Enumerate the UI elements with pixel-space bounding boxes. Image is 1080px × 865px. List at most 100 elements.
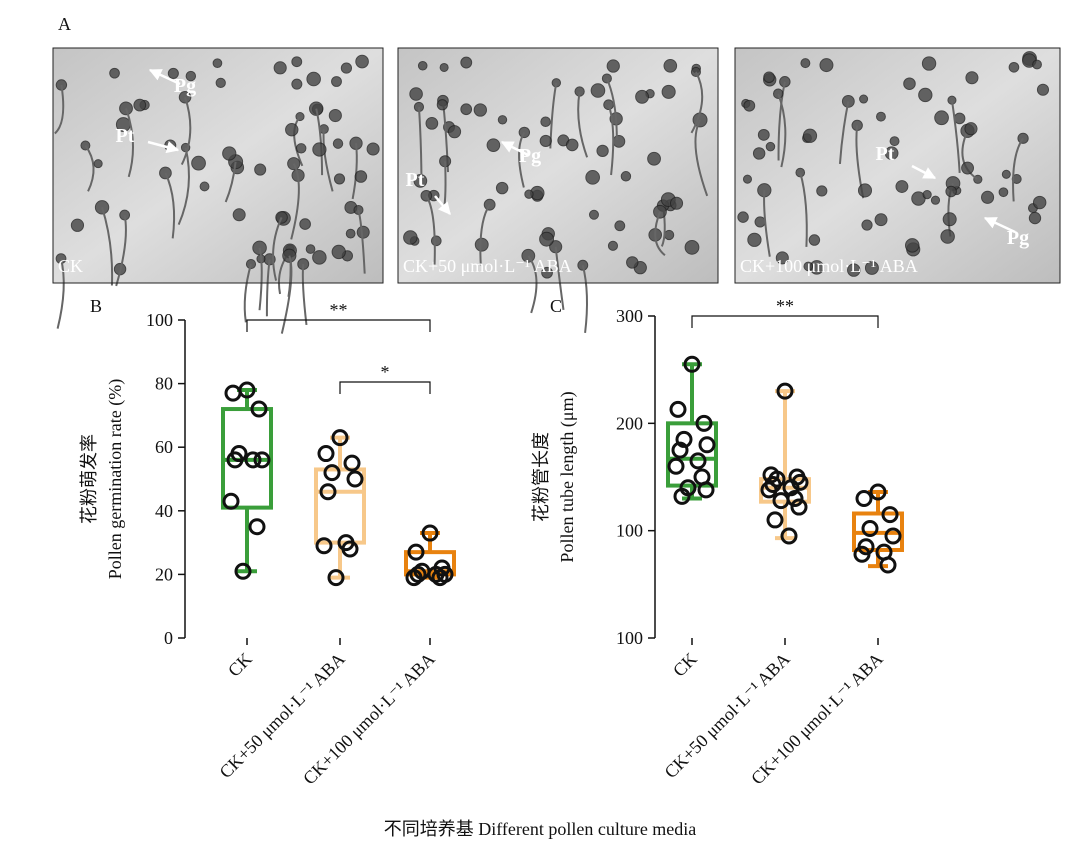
data-point bbox=[222, 492, 240, 510]
pollen-grain bbox=[524, 189, 534, 199]
pollen-grain bbox=[409, 87, 423, 101]
significance-bracket bbox=[691, 315, 879, 328]
pollen-grain bbox=[747, 232, 762, 247]
data-point bbox=[790, 498, 808, 516]
pollen-grain bbox=[895, 180, 909, 193]
data-point bbox=[772, 492, 790, 510]
arrow bbox=[983, 216, 1016, 234]
pollen-grain bbox=[273, 61, 287, 75]
pollen-grain bbox=[661, 84, 676, 99]
data-point bbox=[327, 569, 345, 587]
pollen-grain bbox=[1032, 195, 1047, 210]
data-point bbox=[698, 436, 716, 454]
data-point bbox=[431, 569, 449, 587]
pollen-grain bbox=[430, 235, 442, 247]
pollen-grain bbox=[222, 146, 237, 161]
pollen-grain bbox=[133, 98, 147, 112]
y-tick-label: 80 bbox=[155, 374, 173, 394]
pollen-tube bbox=[280, 255, 293, 334]
pollen-grain bbox=[742, 174, 752, 184]
pollen-tube bbox=[322, 128, 334, 192]
data-point bbox=[224, 384, 242, 402]
pollen-grain bbox=[889, 136, 900, 147]
pollen-tube bbox=[605, 78, 618, 141]
y-axis-title: Pollen tube length (μm) bbox=[557, 391, 578, 562]
data-point bbox=[315, 537, 333, 555]
y-axis-title: 花粉管长度 bbox=[531, 432, 551, 522]
significance-bracket bbox=[246, 319, 431, 332]
pollen-grain bbox=[737, 211, 749, 223]
pollen-grain bbox=[596, 144, 609, 157]
significance-bracket bbox=[339, 381, 431, 394]
pollen-grain bbox=[185, 70, 197, 82]
pollen-grain bbox=[965, 71, 979, 85]
pollen-grain bbox=[539, 134, 552, 148]
micrograph: CK+100 μmol·L⁻¹ ABA Pt Pg bbox=[734, 47, 1061, 284]
pollen-grain bbox=[417, 60, 428, 71]
pollen-grain bbox=[921, 56, 937, 71]
pollen-grain bbox=[752, 147, 766, 160]
pollen-grain bbox=[254, 163, 267, 176]
y-axis-title: Pollen germination rate (%) bbox=[105, 379, 126, 579]
pollen-grain bbox=[474, 237, 489, 252]
data-point bbox=[319, 483, 337, 501]
pollen-grain bbox=[626, 256, 639, 269]
micrograph-border bbox=[397, 47, 719, 284]
pollen-grain bbox=[333, 173, 346, 185]
arrow-label: Pt bbox=[876, 143, 895, 165]
pollen-tube bbox=[125, 108, 135, 178]
pollen-grain bbox=[295, 143, 307, 154]
data-point bbox=[669, 400, 687, 418]
data-point bbox=[697, 481, 715, 499]
pollen-grain bbox=[306, 71, 321, 87]
pollen-grain bbox=[847, 263, 861, 277]
pollen-grain bbox=[861, 219, 873, 231]
y-tick-label: 0 bbox=[164, 628, 173, 648]
panel-label: A bbox=[58, 14, 71, 34]
pollen-tube bbox=[293, 115, 304, 167]
pollen-grain bbox=[413, 174, 428, 188]
pollen-grain bbox=[684, 239, 700, 255]
pollen-grain bbox=[540, 116, 551, 128]
pollen-grain bbox=[590, 83, 606, 98]
pollen-grain bbox=[328, 108, 342, 123]
pollen-tube bbox=[224, 161, 237, 203]
pollen-grain bbox=[669, 196, 684, 210]
micrograph-border bbox=[734, 47, 1061, 284]
pollen-grain bbox=[447, 125, 462, 139]
pollen-grain bbox=[961, 161, 974, 175]
y-tick-label: 40 bbox=[155, 501, 173, 521]
y-tick-label: 20 bbox=[155, 564, 173, 584]
arrow-label: Pg bbox=[519, 145, 541, 167]
data-point bbox=[244, 451, 262, 469]
y-tick-label: 100 bbox=[616, 521, 643, 541]
pollen-grain bbox=[299, 218, 311, 230]
pollen-grain bbox=[191, 155, 206, 171]
pollen-grain bbox=[1028, 211, 1042, 225]
pollen-grain bbox=[1001, 169, 1011, 179]
pollen-grain bbox=[355, 54, 369, 69]
pollen-grain bbox=[312, 250, 327, 265]
arrow bbox=[147, 140, 180, 154]
image-caption: CK bbox=[58, 256, 83, 276]
data-point bbox=[253, 451, 271, 469]
arrow bbox=[148, 68, 181, 86]
pollen-grain bbox=[876, 111, 886, 122]
pollen-tube bbox=[654, 211, 666, 257]
pollen-tube bbox=[518, 131, 526, 188]
pollen-grain bbox=[495, 181, 509, 195]
pollen-tube bbox=[258, 247, 263, 311]
pollen-grain bbox=[757, 128, 770, 141]
arrow-label: Pg bbox=[1007, 227, 1029, 249]
pollen-grain bbox=[765, 141, 776, 152]
data-point bbox=[689, 452, 707, 470]
significance-label: * bbox=[381, 362, 390, 382]
pollen-grain bbox=[215, 77, 226, 89]
pollen-grain bbox=[905, 238, 920, 253]
pollen-tube bbox=[357, 209, 366, 274]
pollen-grain bbox=[607, 240, 618, 251]
pollen-grain bbox=[331, 76, 342, 87]
pollen-tube bbox=[961, 130, 978, 180]
data-point bbox=[766, 511, 784, 529]
pollen-grain bbox=[819, 58, 834, 73]
